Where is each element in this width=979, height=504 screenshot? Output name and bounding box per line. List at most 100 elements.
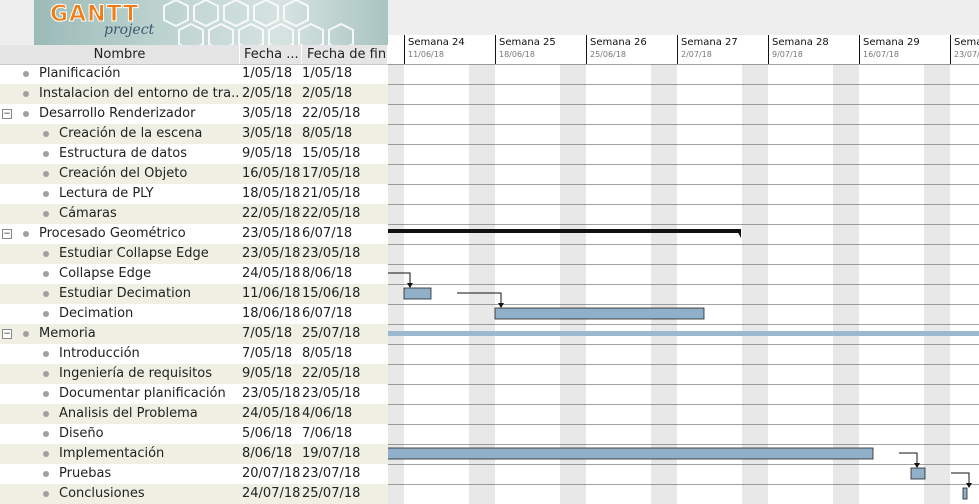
task-row[interactable]: Lectura de PLY 18/05/18 21/05/18	[0, 184, 388, 204]
task-row[interactable]: Ingeniería de requisitos 9/05/18 22/05/18	[0, 364, 388, 384]
task-end-date[interactable]: 22/05/18	[302, 206, 361, 221]
task-start-date[interactable]: 7/05/18	[242, 346, 293, 361]
task-row[interactable]: Estructura de datos 9/05/18 15/05/18	[0, 144, 388, 164]
task-name-cell[interactable]: Diseño	[0, 424, 240, 444]
task-start-date[interactable]: 23/05/18	[242, 386, 301, 401]
task-end-date[interactable]: 23/07/18	[302, 466, 361, 481]
task-start-date[interactable]: 18/05/18	[242, 186, 301, 201]
task-name-cell[interactable]: − Desarrollo Renderizador	[0, 104, 240, 124]
task-start-date[interactable]: 23/05/18	[242, 226, 301, 241]
task-end-date[interactable]: 6/07/18	[302, 226, 353, 241]
collapse-toggle-icon[interactable]: −	[2, 229, 12, 239]
chart-top-strip	[388, 0, 979, 35]
task-row[interactable]: − Procesado Geométrico 23/05/18 6/07/18	[0, 224, 388, 244]
task-start-date[interactable]: 22/05/18	[242, 206, 301, 221]
week-column-header: Semana 26 25/06/18	[586, 35, 677, 64]
task-row[interactable]: Decimation 18/06/18 6/07/18	[0, 304, 388, 324]
task-start-date[interactable]: 1/05/18	[242, 66, 293, 81]
task-name-cell[interactable]: Introducción	[0, 344, 240, 364]
task-bullet-icon	[43, 491, 49, 497]
task-start-date[interactable]: 7/05/18	[242, 326, 293, 341]
task-end-date[interactable]: 17/05/18	[302, 166, 361, 181]
task-start-date[interactable]: 11/06/18	[242, 286, 301, 301]
task-start-date[interactable]: 16/05/18	[242, 166, 301, 181]
task-row[interactable]: Diseño 5/06/18 7/06/18	[0, 424, 388, 444]
task-name-cell[interactable]: Creación de la escena	[0, 124, 240, 144]
task-start-date[interactable]: 9/05/18	[242, 146, 293, 161]
task-start-date[interactable]: 9/05/18	[242, 366, 293, 381]
task-name-cell[interactable]: − Memoria	[0, 324, 240, 344]
task-start-date[interactable]: 18/06/18	[242, 306, 301, 321]
task-name-cell[interactable]: Conclusiones	[0, 484, 240, 504]
task-row[interactable]: Pruebas 20/07/18 23/07/18	[0, 464, 388, 484]
task-start-date[interactable]: 3/05/18	[242, 126, 293, 141]
task-row[interactable]: Implementación 8/06/18 19/07/18	[0, 444, 388, 464]
task-name-cell[interactable]: Implementación	[0, 444, 240, 464]
column-header-name[interactable]: Nombre	[0, 45, 240, 64]
collapse-toggle-icon[interactable]: −	[2, 329, 12, 339]
task-end-date[interactable]: 21/05/18	[302, 186, 361, 201]
task-name-cell[interactable]: Lectura de PLY	[0, 184, 240, 204]
column-header-start[interactable]: Fecha ...	[240, 45, 302, 64]
task-start-date[interactable]: 20/07/18	[242, 466, 301, 481]
task-row[interactable]: Conclusiones 24/07/18 25/07/18	[0, 484, 388, 504]
task-end-date[interactable]: 25/07/18	[302, 326, 361, 341]
task-start-date[interactable]: 3/05/18	[242, 106, 293, 121]
task-name-cell[interactable]: Estructura de datos	[0, 144, 240, 164]
task-end-date[interactable]: 25/07/18	[302, 486, 361, 501]
dependency-arrowhead	[914, 463, 920, 468]
task-end-date[interactable]: 15/06/18	[302, 286, 361, 301]
task-name-cell[interactable]: Creación del Objeto	[0, 164, 240, 184]
task-name-cell[interactable]: Analisis del Problema	[0, 404, 240, 424]
task-end-date[interactable]: 1/05/18	[302, 66, 353, 81]
task-start-date[interactable]: 2/05/18	[242, 86, 293, 101]
task-start-date[interactable]: 24/07/18	[242, 486, 301, 501]
task-row[interactable]: Documentar planificación 23/05/18 23/05/18	[0, 384, 388, 404]
task-row[interactable]: Analisis del Problema 24/05/18 4/06/18	[0, 404, 388, 424]
task-start-date[interactable]: 23/05/18	[242, 246, 301, 261]
task-name-cell[interactable]: Estudiar Decimation	[0, 284, 240, 304]
task-name-cell[interactable]: Estudiar Collapse Edge	[0, 244, 240, 264]
task-name-cell[interactable]: Instalacion del entorno de tra...	[0, 84, 240, 104]
task-end-date[interactable]: 19/07/18	[302, 446, 361, 461]
task-end-date[interactable]: 8/05/18	[302, 346, 353, 361]
task-end-date[interactable]: 8/05/18	[302, 126, 353, 141]
task-end-date[interactable]: 22/05/18	[302, 366, 361, 381]
task-start-date[interactable]: 24/05/18	[242, 266, 301, 281]
task-row[interactable]: Introducción 7/05/18 8/05/18	[0, 344, 388, 364]
task-row[interactable]: Planificación 1/05/18 1/05/18	[0, 64, 388, 84]
task-name-cell[interactable]: Cámaras	[0, 204, 240, 224]
task-end-date[interactable]: 4/06/18	[302, 406, 353, 421]
task-end-date[interactable]: 2/05/18	[302, 86, 353, 101]
task-row[interactable]: Collapse Edge 24/05/18 8/06/18	[0, 264, 388, 284]
task-end-date[interactable]: 23/05/18	[302, 386, 361, 401]
task-row[interactable]: − Memoria 7/05/18 25/07/18	[0, 324, 388, 344]
task-row[interactable]: Instalacion del entorno de tra... 2/05/18…	[0, 84, 388, 104]
task-row[interactable]: − Desarrollo Renderizador 3/05/18 22/05/18	[0, 104, 388, 124]
task-end-date[interactable]: 22/05/18	[302, 106, 361, 121]
task-end-date[interactable]: 23/05/18	[302, 246, 361, 261]
task-row[interactable]: Estudiar Collapse Edge 23/05/18 23/05/18	[0, 244, 388, 264]
task-start-date[interactable]: 5/06/18	[242, 426, 293, 441]
task-start-date[interactable]: 8/06/18	[242, 446, 293, 461]
chart-canvas	[388, 64, 979, 504]
task-row[interactable]: Estudiar Decimation 11/06/18 15/06/18	[0, 284, 388, 304]
task-name-cell[interactable]: Documentar planificación	[0, 384, 240, 404]
task-row[interactable]: Creación de la escena 3/05/18 8/05/18	[0, 124, 388, 144]
task-end-date[interactable]: 8/06/18	[302, 266, 353, 281]
task-name-cell[interactable]: Decimation	[0, 304, 240, 324]
task-end-date[interactable]: 15/05/18	[302, 146, 361, 161]
task-end-date[interactable]: 6/07/18	[302, 306, 353, 321]
task-name-cell[interactable]: Planificación	[0, 64, 240, 84]
task-start-date[interactable]: 24/05/18	[242, 406, 301, 421]
column-header-end[interactable]: Fecha de fin	[302, 45, 388, 64]
task-end-date[interactable]: 7/06/18	[302, 426, 353, 441]
task-name-cell[interactable]: Pruebas	[0, 464, 240, 484]
task-name-cell[interactable]: − Procesado Geométrico	[0, 224, 240, 244]
task-row[interactable]: Cámaras 22/05/18 22/05/18	[0, 204, 388, 224]
task-name-cell[interactable]: Ingeniería de requisitos	[0, 364, 240, 384]
task-row[interactable]: Creación del Objeto 16/05/18 17/05/18	[0, 164, 388, 184]
task-name-cell[interactable]: Collapse Edge	[0, 264, 240, 284]
task-bullet-icon	[43, 431, 49, 437]
collapse-toggle-icon[interactable]: −	[2, 109, 12, 119]
